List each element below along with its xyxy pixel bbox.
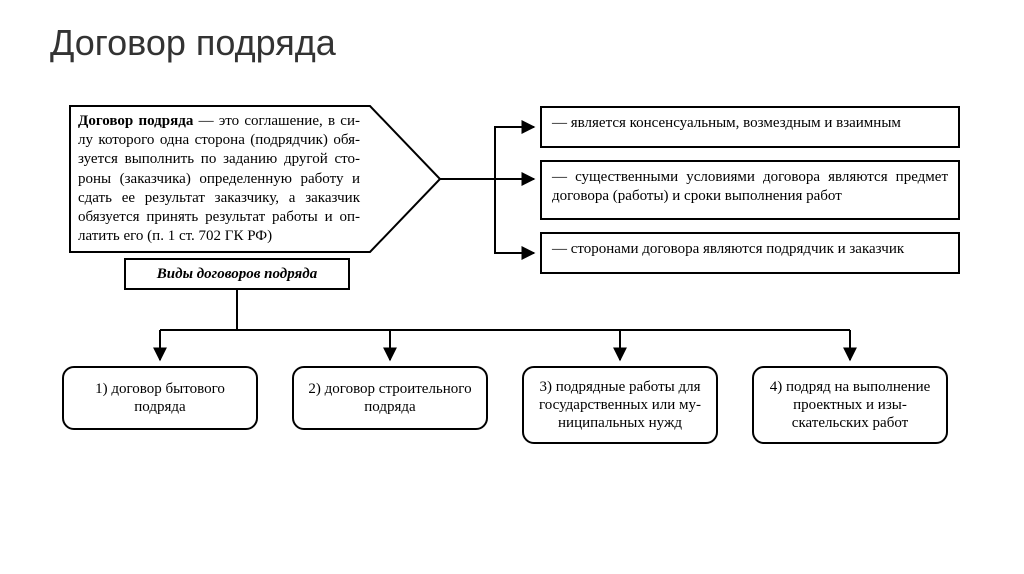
type-box-2: 2) договор строитель­ного подряда — [292, 366, 488, 430]
char-box-3: — сторонами договора являются подрядчик … — [540, 232, 960, 274]
char-text-2: — существенными условиями договора являю… — [552, 169, 948, 204]
char-text-3: — сторонами договора являются подрядчик … — [552, 241, 904, 257]
type-text-1: 1) договор бытового подряда — [74, 380, 246, 417]
type-box-3: 3) подрядные работы для государственных … — [522, 366, 718, 444]
type-text-2: 2) договор строитель­ного подряда — [304, 380, 476, 417]
char-text-1: — является консенсуальным, возмездным и … — [552, 115, 901, 131]
char-box-2: — существенными условиями договора являю… — [540, 160, 960, 220]
definition-term: Договор подряда — [78, 113, 193, 129]
type-text-3: 3) подрядные работы для государственных … — [534, 378, 706, 433]
type-box-4: 4) подряд на выполне­ние проектных и изы… — [752, 366, 948, 444]
char-box-1: — является консенсуальным, возмездным и … — [540, 106, 960, 148]
definition-box: Договор подряда — это соглашение, в си­л… — [78, 112, 360, 246]
types-label-box: Виды договоров подряда — [124, 258, 350, 290]
definition-text: — это соглашение, в си­лу которого одна … — [78, 113, 360, 244]
type-text-4: 4) подряд на выполне­ние проектных и изы… — [764, 378, 936, 433]
types-label-text: Виды договоров подряда — [157, 266, 317, 282]
type-box-1: 1) договор бытового подряда — [62, 366, 258, 430]
